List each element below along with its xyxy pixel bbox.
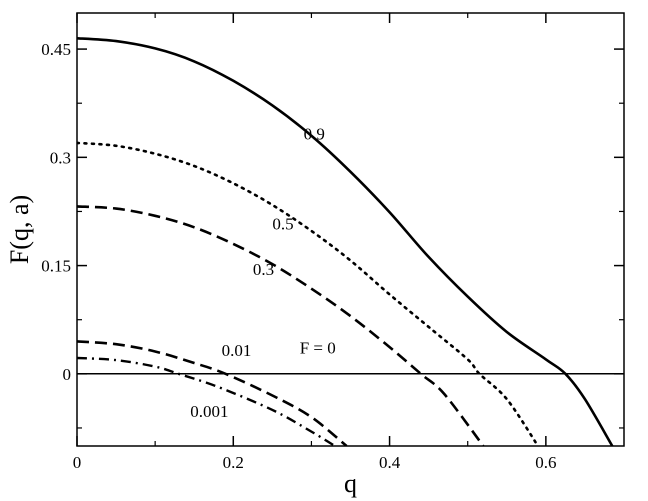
series-line-1 <box>77 141 540 446</box>
y-tick-label: 0.3 <box>50 148 71 167</box>
ticks-layer: 0 0.2 0.4 0.6 0 0.15 0.3 0.45 <box>41 13 624 472</box>
x-tick-label: 0.4 <box>379 453 401 472</box>
x-tick-label: 0.2 <box>223 453 244 472</box>
y-axis-title: F(q, a) <box>5 195 34 264</box>
series-layer <box>77 37 624 446</box>
series-line-0 <box>77 37 614 446</box>
y-tick-label: 0.45 <box>41 40 71 59</box>
annotation-label: 0.5 <box>272 215 293 234</box>
series-line-4 <box>77 356 336 446</box>
plot-frame <box>76 12 625 447</box>
annotations-layer: 0.9 0.5 0.3 0.01 F = 0 0.001 <box>190 124 335 421</box>
annotation-label: 0.3 <box>253 260 274 279</box>
y-tick-label: 0 <box>63 365 72 384</box>
series-line-3 <box>77 340 348 446</box>
annotation-label: 0.01 <box>222 341 252 360</box>
x-tick-label: 0.6 <box>535 453 556 472</box>
y-tick-label: 0.15 <box>41 257 71 276</box>
x-tick-label: 0 <box>73 453 82 472</box>
x-axis-title: q <box>344 469 357 498</box>
annotation-label: F = 0 <box>300 339 336 358</box>
series-line-2 <box>77 205 485 446</box>
annotation-label: 0.001 <box>190 402 228 421</box>
annotation-label: 0.9 <box>304 124 325 143</box>
